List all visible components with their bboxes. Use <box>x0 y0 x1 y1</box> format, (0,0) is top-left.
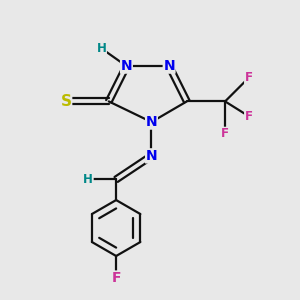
Text: H: H <box>97 42 106 55</box>
Text: F: F <box>244 71 253 84</box>
Text: N: N <box>121 59 132 73</box>
Text: S: S <box>61 94 72 109</box>
Text: N: N <box>146 149 157 163</box>
Text: F: F <box>111 271 121 285</box>
Text: F: F <box>221 127 229 140</box>
Text: N: N <box>146 115 157 129</box>
Text: N: N <box>163 59 175 73</box>
Text: H: H <box>83 173 93 186</box>
Text: F: F <box>244 110 253 123</box>
